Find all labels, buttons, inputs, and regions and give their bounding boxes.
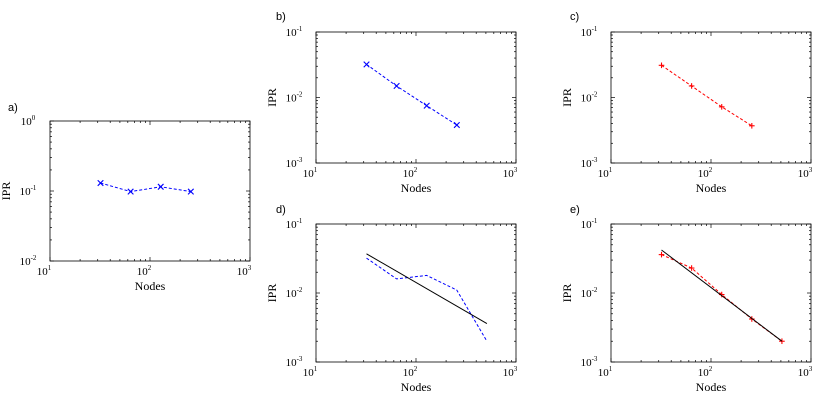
x-tick-label: 103	[798, 365, 813, 379]
x-tick-label: 101	[598, 365, 613, 379]
tick-marks	[315, 31, 517, 164]
data-point	[658, 251, 665, 258]
data-point	[187, 188, 195, 195]
data-point	[688, 83, 695, 89]
data-point	[127, 188, 134, 195]
data-point	[97, 179, 104, 187]
x-tick-label: 102	[698, 166, 713, 180]
y-axis-label: IPR	[560, 284, 574, 303]
x-tick-label: 103	[237, 264, 252, 278]
tick-marks	[610, 223, 812, 363]
y-tick-label: 10-3	[581, 156, 598, 170]
x-tick-label: 101	[598, 166, 613, 180]
x-axis-label: Nodes	[401, 181, 432, 195]
panel-letter: b)	[276, 11, 286, 23]
data-point	[157, 183, 164, 190]
y-tick-label: 10-3	[286, 355, 303, 369]
y-tick-label: 10-1	[581, 217, 598, 231]
data-point	[688, 265, 695, 271]
data-point	[658, 62, 665, 69]
series-line	[661, 254, 783, 342]
tick-marks	[49, 120, 251, 262]
y-tick-label: 10-1	[581, 25, 598, 39]
series-1	[366, 253, 488, 325]
panel-letter: c)	[570, 11, 579, 23]
y-axis-label: IPR	[0, 182, 13, 201]
data-point	[718, 104, 725, 110]
series-1	[661, 249, 783, 342]
data-point	[363, 61, 370, 68]
panel-c: c) 101 102 103 10-3 10-2 10-1 Nodes IPR	[560, 11, 813, 195]
x-axis-label: Nodes	[696, 380, 727, 394]
y-tick-label: 10-2	[286, 91, 303, 105]
panel-letter: d)	[276, 204, 286, 216]
x-tick-label: 102	[698, 365, 713, 379]
panel-d: d) 101 102 103 10-3 10-2 10-1 Nodes IPR	[265, 204, 518, 394]
x-axis-label: Nodes	[135, 279, 166, 293]
plot-frame	[315, 223, 517, 363]
x-tick-label: 101	[37, 264, 52, 278]
series-line	[366, 63, 458, 126]
series-line	[366, 257, 488, 342]
data-point	[423, 102, 430, 109]
fit-line	[661, 249, 783, 342]
x-tick-label: 101	[303, 166, 318, 180]
y-tick-label: 10-2	[581, 286, 598, 300]
x-axis-label: Nodes	[401, 380, 432, 394]
x-tick-label: 101	[303, 365, 318, 379]
y-tick-label: 10-1	[286, 217, 303, 231]
y-tick-label: 10-2	[286, 286, 303, 300]
x-tick-label: 103	[798, 166, 813, 180]
plot-frame	[315, 31, 517, 164]
series-0	[97, 179, 195, 195]
series-0	[366, 257, 488, 342]
y-tick-label: 100	[21, 114, 36, 128]
data-point	[453, 121, 461, 129]
y-tick-label: 10-3	[286, 156, 303, 170]
series-0	[658, 251, 785, 345]
series-line	[661, 64, 753, 127]
series-0	[658, 62, 755, 129]
y-tick-label: 10-1	[286, 25, 303, 39]
y-axis-label: IPR	[265, 284, 279, 303]
y-tick-label: 10-2	[20, 254, 37, 268]
x-tick-label: 103	[503, 365, 518, 379]
series-line	[100, 182, 191, 193]
tick-marks	[315, 223, 517, 363]
data-point	[749, 122, 755, 129]
x-tick-label: 103	[503, 166, 518, 180]
y-axis-label: IPR	[560, 88, 574, 107]
x-tick-label: 102	[137, 264, 152, 278]
panel-letter: e)	[570, 204, 580, 216]
x-tick-label: 102	[403, 365, 418, 379]
x-tick-label: 102	[403, 166, 418, 180]
fit-line	[366, 253, 488, 325]
data-point	[779, 338, 785, 345]
y-tick-label: 10-2	[581, 91, 598, 105]
panel-e: e) 101 102 103 10-3 10-2 10-1 Nodes IPR	[560, 204, 813, 394]
x-axis-label: Nodes	[696, 181, 727, 195]
data-point	[393, 82, 400, 90]
series-0	[363, 61, 461, 129]
y-tick-label: 10-3	[581, 355, 598, 369]
tick-marks	[610, 31, 812, 164]
plot-frame	[49, 120, 251, 262]
y-axis-label: IPR	[265, 88, 279, 107]
panel-a: a) 101 102 103 10-2 10-1 100 Nodes IPR	[0, 102, 252, 293]
y-tick-label: 10-1	[20, 184, 37, 198]
panel-b: b) 101 102 103 10-3 10-2 10-1 Nodes IPR	[265, 11, 518, 195]
panel-letter: a)	[8, 102, 18, 114]
plot-frame	[610, 31, 812, 164]
